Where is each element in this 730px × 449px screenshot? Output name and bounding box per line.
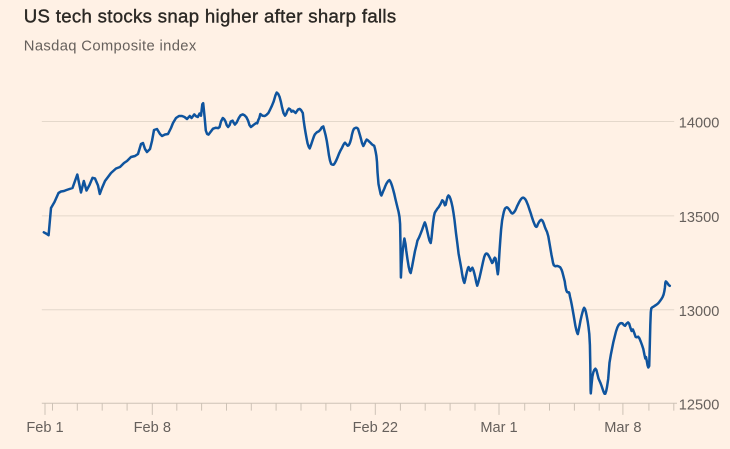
svg-text:Feb 22: Feb 22 xyxy=(353,420,398,436)
svg-text:Feb 8: Feb 8 xyxy=(134,420,171,436)
svg-text:Feb 1: Feb 1 xyxy=(26,420,63,436)
svg-text:13000: 13000 xyxy=(679,304,720,320)
svg-text:Mar 8: Mar 8 xyxy=(604,420,641,436)
svg-text:Nasdaq Composite index: Nasdaq Composite index xyxy=(24,38,197,54)
svg-text:Mar 1: Mar 1 xyxy=(480,420,517,436)
svg-text:14000: 14000 xyxy=(679,116,720,132)
svg-text:12500: 12500 xyxy=(679,397,720,413)
svg-text:US tech stocks snap higher aft: US tech stocks snap higher after sharp f… xyxy=(24,6,397,27)
svg-text:13500: 13500 xyxy=(679,210,720,226)
